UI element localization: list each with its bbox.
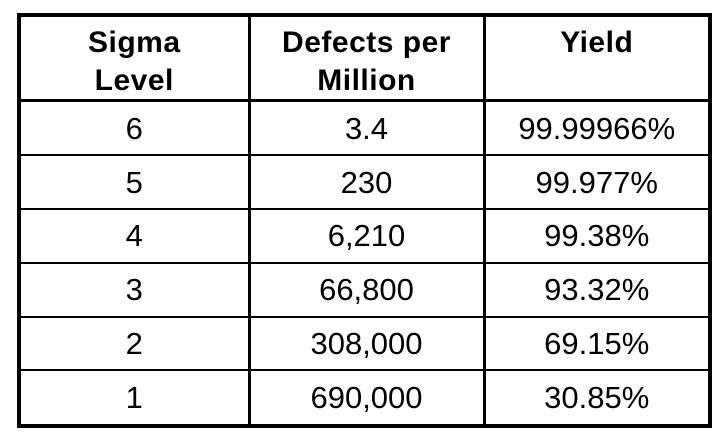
cell-defects-per-million: 3.4 (247, 99, 486, 157)
cell-defects-per-million: 6,210 (247, 207, 486, 264)
header-sigma-level: Sigma Level (17, 14, 251, 102)
cell-sigma-level: 1 (17, 369, 251, 427)
header-yield: Yield (482, 14, 712, 102)
cell-defects-per-million: 690,000 (247, 369, 486, 427)
table-row: 6 3.4 99.99966% (17, 99, 712, 157)
header-defects-per-million: Defects per Million (247, 14, 486, 102)
cell-defects-per-million: 308,000 (247, 315, 486, 372)
table-row: 2 308,000 69.15% (17, 315, 712, 372)
cell-sigma-level: 3 (17, 261, 251, 318)
cell-sigma-level: 2 (17, 315, 251, 372)
cell-sigma-level: 4 (17, 207, 251, 264)
table-row: 5 230 99.977% (17, 154, 712, 210)
table-row: 4 6,210 99.38% (17, 207, 712, 264)
cell-yield: 93.32% (482, 261, 712, 318)
cell-yield: 99.38% (482, 207, 712, 264)
cell-sigma-level: 6 (17, 99, 251, 157)
cell-yield: 99.977% (482, 154, 712, 210)
header-row: Sigma Level Defects per Million Yield (17, 14, 712, 102)
cell-yield: 99.99966% (482, 99, 712, 157)
cell-sigma-level: 5 (17, 154, 251, 210)
cell-yield: 30.85% (482, 369, 712, 427)
table-row: 1 690,000 30.85% (17, 369, 712, 427)
cell-defects-per-million: 66,800 (247, 261, 486, 318)
sigma-yield-table: Sigma Level Defects per Million Yield 6 … (17, 13, 712, 428)
table-row: 3 66,800 93.32% (17, 261, 712, 318)
cell-defects-per-million: 230 (247, 154, 486, 210)
cell-yield: 69.15% (482, 315, 712, 372)
